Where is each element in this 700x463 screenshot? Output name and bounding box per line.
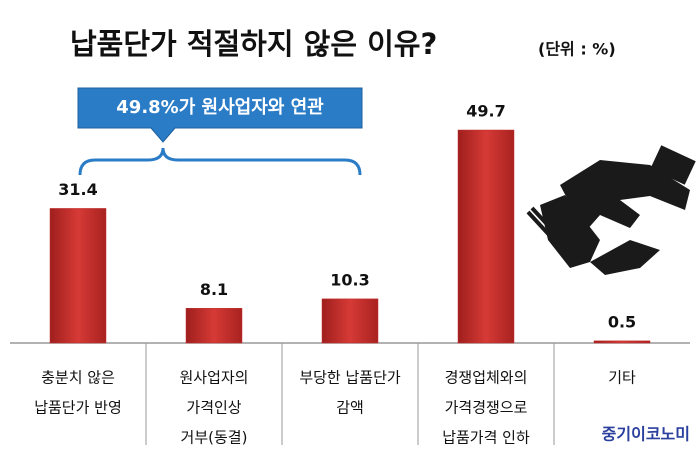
x-tick-label: 원사업자의 [179,369,248,387]
value-label: 31.4 [58,180,97,199]
x-tick-label: 납품가격 인하 [442,429,530,447]
value-label: 0.5 [608,312,636,331]
value-label: 49.7 [466,102,505,121]
x-tick-label: 충분치 않은 [41,369,115,387]
bar [593,340,651,344]
x-tick-label: 감액 [336,399,364,417]
watermark: 중기이코노미 [602,425,690,444]
x-tick-label: 거부(동결) [181,429,248,447]
x-tick-label: 부당한 납품단가 [299,369,401,387]
x-tick-label: 납품단가 반영 [34,399,122,417]
handshake-icon [526,145,696,275]
bar [457,129,515,344]
x-tick-label: 경쟁업체와의 [445,369,528,387]
x-tick-label: 가격경쟁으로 [445,399,528,417]
bar [49,208,107,344]
annotation-bracket [78,147,362,176]
chart-subtitle: (단위 : %) [538,40,616,59]
bar [321,298,379,344]
x-tick-label: 가격인상 [186,399,241,417]
chart-title: 납품단가 적절하지 않은 이유? [70,27,437,61]
bar [185,308,243,344]
value-label: 10.3 [330,270,369,289]
annotation: 49.8%가 원사업자와 연관 [116,97,324,118]
x-tick-label: 기타 [608,369,636,387]
annotation-box [77,87,363,143]
value-label: 8.1 [200,280,228,299]
